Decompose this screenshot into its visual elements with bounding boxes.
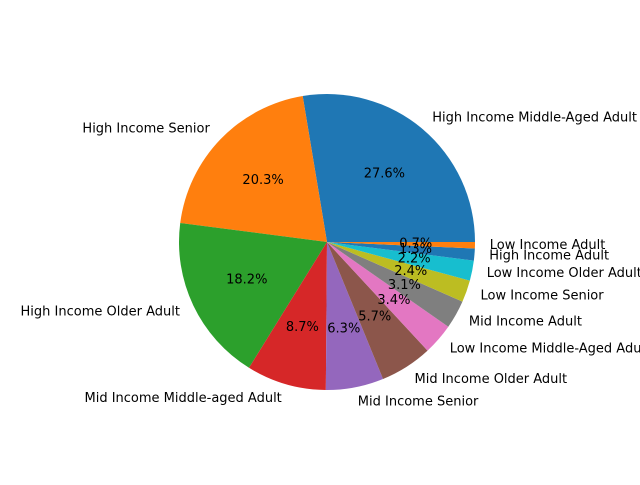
- pie-slice-low-income-older-adult: [327, 242, 474, 281]
- pie-slice-high-income-older-adult: [179, 222, 327, 368]
- slice-label-high-income-adult: High Income Adult: [489, 248, 609, 263]
- pie-slice-low-income-adult: [327, 242, 475, 249]
- pie-slice-mid-income-senior: [325, 242, 384, 390]
- slice-percent-high-income-middle-aged-adult: 27.6%: [364, 167, 405, 182]
- slice-label-mid-income-older-adult: Mid Income Older Adult: [415, 372, 568, 387]
- slice-label-low-income-senior: Low Income Senior: [481, 289, 605, 304]
- slice-label-mid-income-middle-aged-adult: Mid Income Middle-aged Adult: [85, 391, 282, 406]
- slice-label-high-income-middle-aged-adult: High Income Middle-Aged Adult: [432, 110, 637, 125]
- slice-percent-low-income-middle-aged-adult: 3.4%: [377, 293, 410, 308]
- pie-slice-mid-income-middle-aged-adult: [249, 242, 327, 390]
- slice-percent-high-income-senior: 20.3%: [242, 173, 283, 188]
- pie-slice-mid-income-older-adult: [327, 242, 428, 379]
- slice-label-high-income-senior: High Income Senior: [82, 121, 210, 136]
- pie-slice-high-income-senior: [180, 96, 327, 242]
- slice-label-high-income-older-adult: High Income Older Adult: [21, 304, 180, 319]
- slice-label-mid-income-adult: Mid Income Adult: [469, 314, 582, 329]
- slice-percent-mid-income-older-adult: 5.7%: [358, 309, 391, 324]
- pie-slice-mid-income-adult: [327, 242, 463, 327]
- slice-percent-low-income-older-adult: 2.2%: [398, 252, 431, 267]
- pie-slice-low-income-middle-aged-adult: [327, 242, 449, 351]
- pie-slice-high-income-adult: [327, 242, 475, 261]
- slice-percent-low-income-adult: 0.7%: [399, 236, 432, 251]
- slice-label-low-income-adult: Low Income Adult: [490, 238, 606, 253]
- slice-percent-mid-income-middle-aged-adult: 8.7%: [286, 320, 319, 335]
- pie-labels: High Income Middle-Aged Adult 27.6% High I…: [21, 110, 640, 409]
- slice-percent-high-income-older-adult: 18.2%: [226, 273, 267, 288]
- slice-percent-mid-income-senior: 6.3%: [327, 322, 360, 337]
- pie-slices: [179, 94, 475, 390]
- slice-label-low-income-older-adult: Low Income Older Adult: [487, 266, 640, 281]
- slice-percent-mid-income-adult: 3.1%: [388, 278, 421, 293]
- pie-slice-low-income-senior: [327, 242, 470, 302]
- slice-label-low-income-middle-aged-adult: Low Income Middle-Aged Adult: [450, 341, 640, 356]
- pie-slice-high-income-middle-aged-adult: [302, 94, 475, 242]
- slice-label-mid-income-senior: Mid Income Senior: [358, 394, 479, 409]
- slice-percent-high-income-adult: 1.3%: [399, 242, 432, 257]
- slice-percent-low-income-senior: 2.4%: [394, 264, 427, 279]
